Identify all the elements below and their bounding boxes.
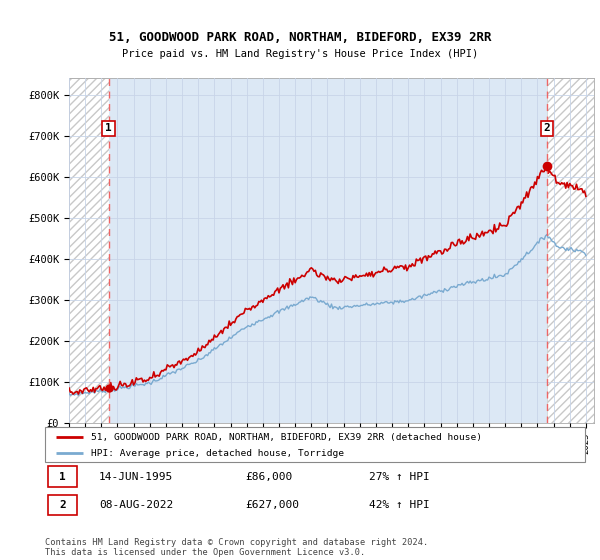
Bar [69,78,109,423]
Text: 51, GOODWOOD PARK ROAD, NORTHAM, BIDEFORD, EX39 2RR (detached house): 51, GOODWOOD PARK ROAD, NORTHAM, BIDEFOR… [91,432,482,441]
Text: 08-AUG-2022: 08-AUG-2022 [99,500,173,510]
Bar [48,494,77,515]
Text: £86,000: £86,000 [245,472,292,482]
Bar [547,78,594,423]
Text: 51, GOODWOOD PARK ROAD, NORTHAM, BIDEFORD, EX39 2RR: 51, GOODWOOD PARK ROAD, NORTHAM, BIDEFOR… [109,31,491,44]
Text: 1: 1 [105,123,112,133]
Text: 2: 2 [59,500,65,510]
Bar [109,78,547,423]
Text: 14-JUN-1995: 14-JUN-1995 [99,472,173,482]
Text: Price paid vs. HM Land Registry's House Price Index (HPI): Price paid vs. HM Land Registry's House … [122,49,478,59]
Text: 42% ↑ HPI: 42% ↑ HPI [369,500,430,510]
Bar [48,466,77,487]
Text: £627,000: £627,000 [245,500,299,510]
Text: 1: 1 [59,472,65,482]
Text: HPI: Average price, detached house, Torridge: HPI: Average price, detached house, Torr… [91,449,344,458]
Text: 27% ↑ HPI: 27% ↑ HPI [369,472,430,482]
Text: Contains HM Land Registry data © Crown copyright and database right 2024.
This d: Contains HM Land Registry data © Crown c… [45,538,428,557]
Text: 2: 2 [544,123,551,133]
